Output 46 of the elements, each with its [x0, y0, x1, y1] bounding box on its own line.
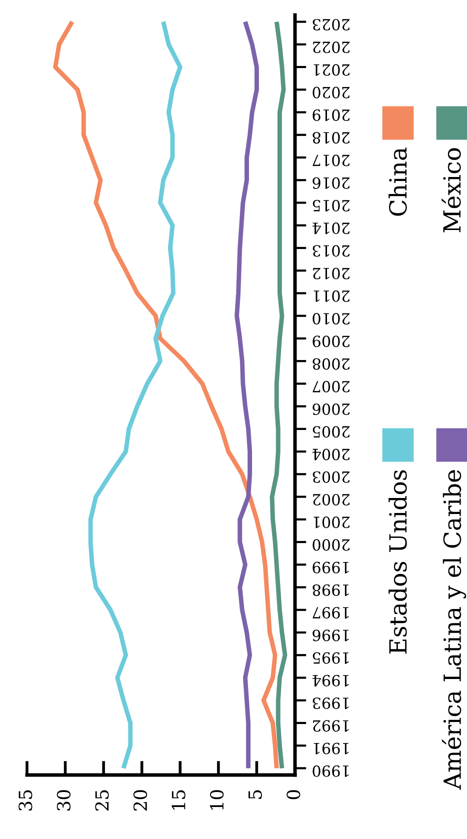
x-tick-label: 0 — [286, 790, 300, 800]
y-tick-label: 2004 — [312, 448, 350, 460]
y-tick-label: 2020 — [312, 86, 350, 98]
y-tick-label: 2023 — [312, 18, 350, 30]
y-tick-label: 1996 — [312, 630, 349, 642]
y-tick-label: 2022 — [313, 42, 350, 54]
y-tick-label: 2014 — [312, 222, 350, 234]
y-tick-label: 1991 — [314, 742, 349, 754]
y-tick-label: 2001 — [314, 516, 350, 528]
y-tick-label: 1994 — [312, 674, 349, 686]
x-tick-label: 20 — [133, 790, 148, 811]
y-tick-label: 2006 — [312, 403, 350, 416]
y-tick-label: 2021 — [314, 64, 350, 76]
y-tick-label: 2000 — [312, 539, 350, 551]
y-tick-label: 2009 — [312, 336, 350, 348]
y-tick-label: 2016 — [312, 177, 350, 189]
y-tick-label: 2013 — [312, 245, 350, 257]
x-tick-label: 30 — [56, 790, 71, 810]
x-tick-label: 35 — [18, 790, 32, 810]
y-tick-label: 2003 — [312, 471, 350, 483]
y-tick-label: 2005 — [312, 426, 350, 438]
y-tick-label: 1990 — [312, 765, 349, 777]
legend-label: América Latina y el Caribe — [442, 470, 466, 790]
y-tick-label: 2017 — [312, 154, 350, 166]
y-tick-label: 2012 — [313, 268, 350, 280]
y-tick-label: 1993 — [312, 698, 349, 710]
x-tick-label: 10 — [210, 790, 224, 810]
y-tick-label: 2011 — [314, 290, 350, 302]
y-tick-label: 1999 — [312, 562, 349, 574]
legend-label: China — [388, 148, 407, 216]
y-tick-label: 1995 — [312, 652, 349, 664]
y-tick-label: 2015 — [312, 200, 350, 212]
x-tick-label: 5 — [248, 790, 262, 799]
legend-label: México — [442, 148, 461, 232]
y-tick-label: 2010 — [312, 312, 350, 325]
legend-label: Estados Unidos — [388, 470, 407, 654]
x-tick-label: 25 — [95, 790, 109, 811]
y-tick-label: 2019 — [312, 109, 350, 121]
y-tick-label: 2002 — [313, 494, 350, 506]
y-tick-label: 2007 — [312, 380, 350, 392]
y-tick-label: 1997 — [312, 607, 349, 619]
y-tick-label: 2018 — [312, 132, 350, 144]
y-tick-label: 2008 — [312, 358, 350, 370]
y-tick-label: 1992 — [313, 720, 349, 732]
x-tick-label: 15 — [172, 790, 186, 810]
y-tick-label: 1998 — [312, 584, 349, 596]
